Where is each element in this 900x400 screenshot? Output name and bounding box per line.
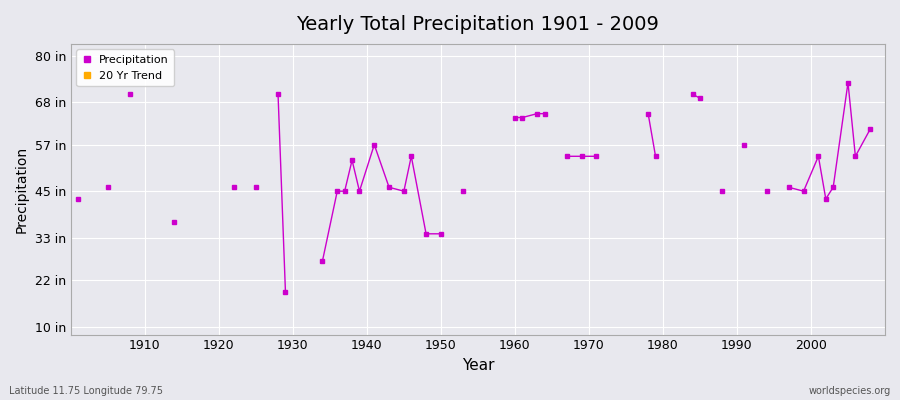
Legend: Precipitation, 20 Yr Trend: Precipitation, 20 Yr Trend — [76, 50, 174, 86]
Text: Latitude 11.75 Longitude 79.75: Latitude 11.75 Longitude 79.75 — [9, 386, 163, 396]
Y-axis label: Precipitation: Precipitation — [15, 146, 29, 233]
Text: worldspecies.org: worldspecies.org — [809, 386, 891, 396]
X-axis label: Year: Year — [462, 358, 494, 373]
Title: Yearly Total Precipitation 1901 - 2009: Yearly Total Precipitation 1901 - 2009 — [296, 15, 660, 34]
